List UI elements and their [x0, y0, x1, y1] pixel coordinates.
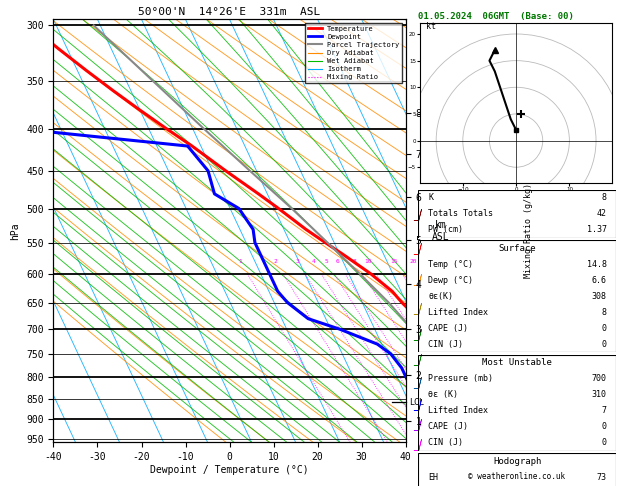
- Text: 700: 700: [591, 374, 606, 383]
- Text: 3: 3: [296, 259, 299, 264]
- Text: 4: 4: [312, 259, 316, 264]
- Text: 0: 0: [601, 438, 606, 448]
- Text: CIN (J): CIN (J): [428, 438, 463, 448]
- Text: θε (K): θε (K): [428, 390, 458, 399]
- Text: kt: kt: [425, 22, 435, 31]
- Text: PW (cm): PW (cm): [428, 225, 463, 234]
- Text: CIN (J): CIN (J): [428, 340, 463, 349]
- Text: 5: 5: [325, 259, 328, 264]
- Text: EH: EH: [428, 473, 438, 482]
- Text: 15: 15: [391, 259, 398, 264]
- Text: 0: 0: [601, 340, 606, 349]
- X-axis label: Dewpoint / Temperature (°C): Dewpoint / Temperature (°C): [150, 465, 309, 475]
- Text: 14.8: 14.8: [586, 260, 606, 269]
- Text: 7: 7: [601, 406, 606, 416]
- Text: 308: 308: [591, 292, 606, 301]
- Text: Dewp (°C): Dewp (°C): [428, 276, 473, 285]
- Text: 6.6: 6.6: [591, 276, 606, 285]
- Legend: Temperature, Dewpoint, Parcel Trajectory, Dry Adiabat, Wet Adiabat, Isotherm, Mi: Temperature, Dewpoint, Parcel Trajectory…: [305, 23, 402, 83]
- Text: K: K: [428, 193, 433, 202]
- Text: Temp (°C): Temp (°C): [428, 260, 473, 269]
- Text: CAPE (J): CAPE (J): [428, 422, 468, 432]
- Text: 310: 310: [591, 390, 606, 399]
- Text: 8: 8: [601, 308, 606, 317]
- Text: 01.05.2024  06GMT  (Base: 00): 01.05.2024 06GMT (Base: 00): [418, 12, 574, 21]
- Text: LCL: LCL: [409, 398, 424, 406]
- Text: 20: 20: [409, 259, 417, 264]
- Text: Totals Totals: Totals Totals: [428, 209, 493, 218]
- Text: Hodograph: Hodograph: [493, 457, 542, 466]
- Text: Lifted Index: Lifted Index: [428, 308, 488, 317]
- Text: CAPE (J): CAPE (J): [428, 324, 468, 333]
- Text: 0: 0: [601, 422, 606, 432]
- Text: 73: 73: [596, 473, 606, 482]
- Text: 42: 42: [596, 209, 606, 218]
- Text: Most Unstable: Most Unstable: [482, 358, 552, 367]
- Text: 8: 8: [353, 259, 357, 264]
- Text: Lifted Index: Lifted Index: [428, 406, 488, 416]
- Text: 0: 0: [601, 324, 606, 333]
- Text: 1.37: 1.37: [586, 225, 606, 234]
- Text: Surface: Surface: [499, 243, 536, 253]
- Text: 8: 8: [601, 193, 606, 202]
- Text: 6: 6: [335, 259, 339, 264]
- Text: 1: 1: [238, 259, 242, 264]
- Title: 50°00'N  14°26'E  331m  ASL: 50°00'N 14°26'E 331m ASL: [138, 7, 321, 17]
- Text: θε(K): θε(K): [428, 292, 453, 301]
- Text: © weatheronline.co.uk: © weatheronline.co.uk: [469, 472, 565, 481]
- Text: Mixing Ratio (g/kg): Mixing Ratio (g/kg): [525, 183, 533, 278]
- Y-axis label: hPa: hPa: [11, 222, 21, 240]
- Text: 2: 2: [274, 259, 277, 264]
- Text: 10: 10: [365, 259, 372, 264]
- Y-axis label: km
ASL: km ASL: [432, 220, 450, 242]
- Text: Pressure (mb): Pressure (mb): [428, 374, 493, 383]
